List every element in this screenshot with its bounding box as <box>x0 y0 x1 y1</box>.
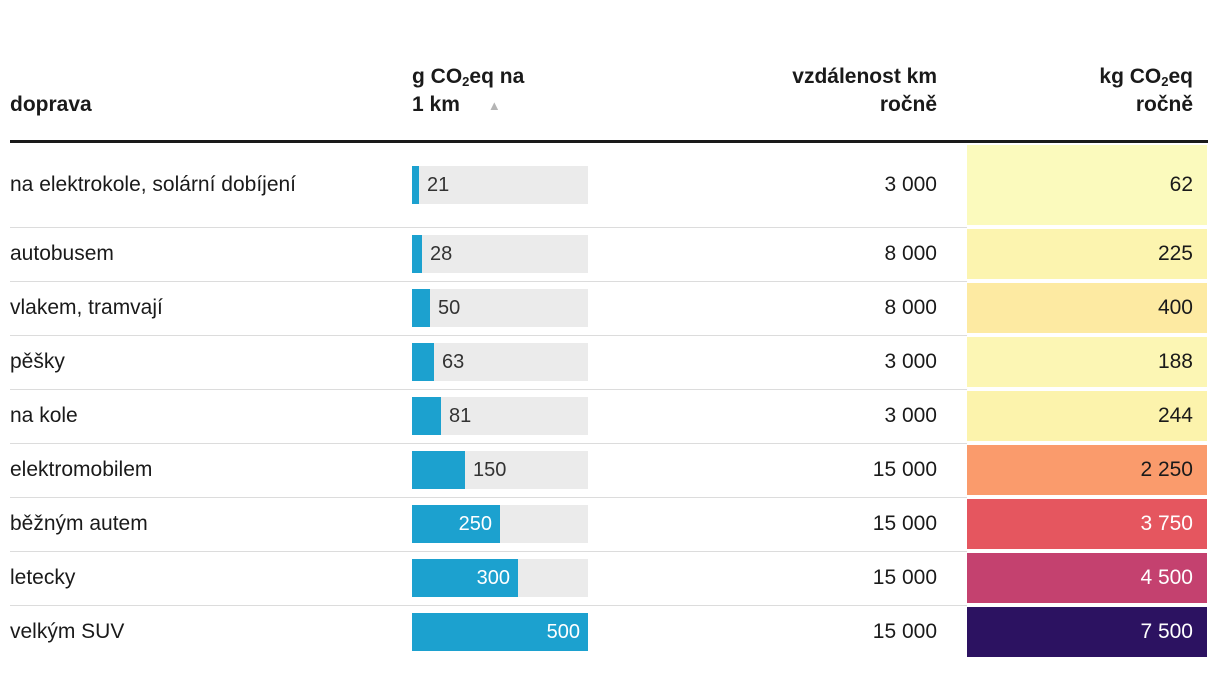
emission-bar-fill <box>412 235 422 273</box>
emission-bar-cell: 300 <box>412 559 588 597</box>
emission-bar-fill <box>412 397 441 435</box>
distance-value: 3 000 <box>884 350 937 373</box>
emission-bar-cell: 50 <box>412 289 588 327</box>
column-header-emission-line2: 1 km ▲ <box>412 92 501 116</box>
emission-bar-track: 150 <box>412 451 588 489</box>
emission-bar-value: 21 <box>427 174 450 196</box>
emission-bar-cell: 250 <box>412 505 588 543</box>
total-emission-heat-cell: 188 <box>967 337 1207 387</box>
column-header-emission-line1: g CO2eq na <box>412 64 525 89</box>
emission-bar-track: 50 <box>412 289 588 327</box>
transport-label-cell: elektromobilem <box>0 456 412 484</box>
column-header-total-line1: kg CO2eq <box>1099 64 1193 89</box>
transport-label-cell: velkým SUV <box>0 618 412 646</box>
emission-bar-value: 81 <box>449 405 472 427</box>
table-row: vlakem, tramvají 50 8 000 400 <box>0 280 1220 335</box>
transport-label-cell: letecky <box>0 564 412 592</box>
emission-bar-track: 500 <box>412 613 588 651</box>
distance-value: 3 000 <box>884 173 937 196</box>
total-emission-heat-cell: 2 250 <box>967 445 1207 495</box>
emission-bar-value: 28 <box>430 243 453 265</box>
emission-bar-fill <box>412 505 500 543</box>
emission-bar-value: 300 <box>476 567 510 589</box>
transport-label: na elektrokole, solární dobíjení <box>10 173 297 197</box>
transport-label-cell: vlakem, tramvají <box>0 294 412 322</box>
emission-bar-fill <box>412 289 430 327</box>
table-row: letecky 300 15 000 4 500 <box>0 550 1220 605</box>
distance-value: 3 000 <box>884 404 937 427</box>
column-header-emission[interactable]: g CO2eq na 1 km ▲ <box>412 63 588 118</box>
table-header-row: doprava g CO2eq na 1 km ▲ vzdálenost km r… <box>0 0 1220 140</box>
emission-bar-track: 63 <box>412 343 588 381</box>
emission-bar-track: 81 <box>412 397 588 435</box>
table-row: na kole 81 3 000 244 <box>0 388 1220 443</box>
column-header-transport[interactable]: doprava <box>0 91 412 118</box>
distance-value: 8 000 <box>884 242 937 265</box>
emission-bar-track: 21 <box>412 166 588 204</box>
total-emission-heat-cell: 225 <box>967 229 1207 279</box>
transport-label: elektromobilem <box>10 458 153 482</box>
table-row: běžným autem 250 15 000 3 750 <box>0 496 1220 551</box>
emission-bar-value: 63 <box>442 351 465 373</box>
table-row: velkým SUV 500 15 000 7 500 <box>0 604 1220 659</box>
emission-bar-value: 150 <box>473 459 507 481</box>
emission-bar-fill <box>412 559 518 597</box>
distance-value: 15 000 <box>872 458 937 481</box>
column-header-transport-label: doprava <box>10 92 92 116</box>
emission-bar-fill <box>412 343 434 381</box>
table-row: autobusem 28 8 000 225 <box>0 226 1220 281</box>
distance-value: 15 000 <box>872 620 937 643</box>
emission-bar-fill <box>412 451 465 489</box>
transport-label: letecky <box>10 566 76 590</box>
sort-ascending-icon: ▲ <box>487 97 501 113</box>
table-row: na elektrokole, solární dobíjení 21 3 00… <box>0 143 1220 227</box>
transport-label-cell: autobusem <box>0 240 412 268</box>
total-emission-heat-cell: 3 750 <box>967 499 1207 549</box>
transport-label-cell: na kole <box>0 402 412 430</box>
emission-bar-cell: 150 <box>412 451 588 489</box>
distance-value: 8 000 <box>884 296 937 319</box>
emission-bar-value: 500 <box>546 621 580 643</box>
header-rule <box>10 140 1208 143</box>
emission-bar-cell: 63 <box>412 343 588 381</box>
column-header-distance[interactable]: vzdálenost km ročně <box>588 63 937 118</box>
transport-label: na kole <box>10 404 78 428</box>
table-row: elektromobilem 150 15 000 2 250 <box>0 442 1220 497</box>
emission-bar-cell: 28 <box>412 235 588 273</box>
transport-label: vlakem, tramvají <box>10 296 163 320</box>
transport-label-cell: na elektrokole, solární dobíjení <box>0 171 412 199</box>
emission-bar-value: 50 <box>438 297 461 319</box>
emission-bar-fill <box>412 166 419 204</box>
transport-label: pěšky <box>10 350 65 374</box>
total-emission-heat-cell: 244 <box>967 391 1207 441</box>
column-header-total[interactable]: kg CO2eq ročně <box>967 63 1207 118</box>
total-emission-heat-cell: 4 500 <box>967 553 1207 603</box>
distance-value: 15 000 <box>872 512 937 535</box>
emission-bar-cell: 81 <box>412 397 588 435</box>
table-row: pěšky 63 3 000 188 <box>0 334 1220 389</box>
transport-label-cell: pěšky <box>0 348 412 376</box>
total-emission-heat-cell: 62 <box>967 145 1207 225</box>
total-emission-heat-cell: 7 500 <box>967 607 1207 657</box>
emission-bar-track: 250 <box>412 505 588 543</box>
column-header-total-line2: ročně <box>1135 92 1193 116</box>
emission-bar-fill <box>412 613 588 651</box>
emission-bar-value: 250 <box>458 513 492 535</box>
column-header-distance-line1: vzdálenost km <box>792 65 937 89</box>
transport-label-cell: běžným autem <box>0 510 412 538</box>
transport-label: běžným autem <box>10 512 148 536</box>
transport-label: velkým SUV <box>10 620 125 644</box>
emission-bar-cell: 500 <box>412 613 588 651</box>
table-body: na elektrokole, solární dobíjení 21 3 00… <box>0 143 1220 659</box>
emission-bar-track: 300 <box>412 559 588 597</box>
distance-value: 15 000 <box>872 566 937 589</box>
emission-bar-cell: 21 <box>412 166 588 204</box>
total-emission-heat-cell: 400 <box>967 283 1207 333</box>
emission-bar-track: 28 <box>412 235 588 273</box>
transport-label: autobusem <box>10 242 114 266</box>
column-header-distance-line2: ročně <box>879 92 937 116</box>
